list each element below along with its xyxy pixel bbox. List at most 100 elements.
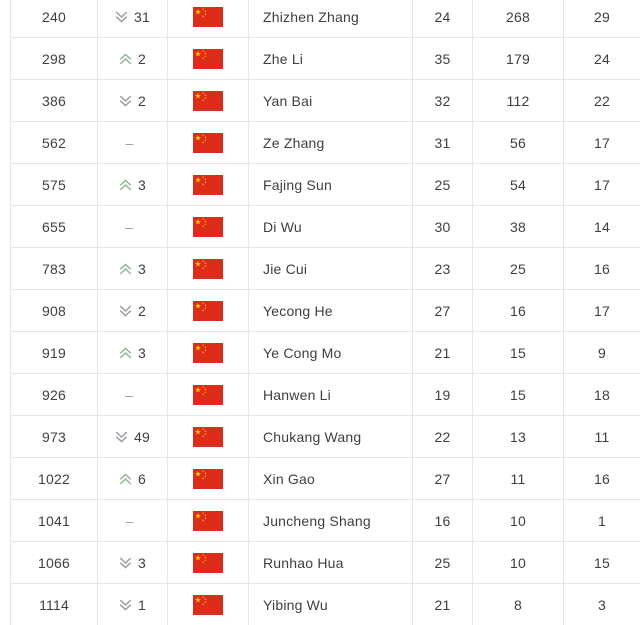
- country-flag-cell: [168, 80, 249, 121]
- player-name[interactable]: Ze Zhang: [263, 134, 325, 151]
- rank-down-icon: [119, 305, 132, 317]
- country-flag-cell: [168, 584, 249, 625]
- rank-cell: 298: [11, 38, 98, 79]
- no-change-dash: –: [125, 134, 134, 151]
- player-name[interactable]: Yecong He: [263, 302, 333, 319]
- player-name[interactable]: Zhe Li: [263, 50, 304, 67]
- country-flag-cell: [168, 374, 249, 415]
- age-value: 19: [434, 386, 451, 403]
- player-name[interactable]: Zhizhen Zhang: [263, 8, 359, 25]
- china-flag-icon: [193, 594, 223, 615]
- rank-change-value: 3: [138, 260, 146, 277]
- points-value: 10: [510, 512, 526, 529]
- player-name[interactable]: Juncheng Shang: [263, 512, 371, 529]
- rank-value: 926: [42, 386, 66, 403]
- tournaments-cell: 1: [564, 500, 640, 541]
- china-flag-icon: [193, 468, 223, 489]
- rank-cell: 1114: [11, 584, 98, 625]
- tournaments-cell: 16: [564, 248, 640, 289]
- rank-down-icon: [119, 95, 132, 107]
- player-name[interactable]: Fajing Sun: [263, 176, 332, 193]
- table-row: 562 – Ze Zhang: [11, 122, 640, 164]
- rank-value: 240: [42, 8, 66, 25]
- country-flag-cell: [168, 416, 249, 457]
- points-cell: 38: [473, 206, 564, 247]
- china-flag-icon: [193, 426, 223, 447]
- country-flag-cell: [168, 458, 249, 499]
- tournaments-value: 16: [594, 260, 610, 277]
- player-name-cell: Yan Bai: [249, 80, 413, 121]
- age-cell: 31: [413, 122, 473, 163]
- age-cell: 27: [413, 290, 473, 331]
- player-name[interactable]: Jie Cui: [263, 260, 308, 277]
- table-row: 919 – 3 Ye Cong Mo: [11, 332, 640, 374]
- player-name[interactable]: Hanwen Li: [263, 386, 331, 403]
- tournaments-value: 16: [594, 470, 610, 487]
- player-name-cell: Fajing Sun: [249, 164, 413, 205]
- points-value: 54: [510, 176, 526, 193]
- player-name[interactable]: Ye Cong Mo: [263, 344, 342, 361]
- rank-down-icon: [115, 11, 128, 23]
- player-name[interactable]: Runhao Hua: [263, 554, 344, 571]
- country-flag-cell: [168, 290, 249, 331]
- age-cell: 23: [413, 248, 473, 289]
- tournaments-cell: 18: [564, 374, 640, 415]
- points-cell: 10: [473, 542, 564, 583]
- rank-change-value: 3: [138, 176, 146, 193]
- rank-down-icon: [119, 557, 132, 569]
- points-cell: 15: [473, 332, 564, 373]
- age-value: 35: [434, 50, 451, 67]
- rank-value: 1041: [38, 512, 70, 529]
- age-value: 16: [434, 512, 451, 529]
- points-value: 11: [510, 470, 526, 487]
- china-flag-icon: [193, 90, 223, 111]
- points-cell: 56: [473, 122, 564, 163]
- no-change-dash: –: [125, 386, 134, 403]
- player-name[interactable]: Chukang Wang: [263, 428, 362, 445]
- points-cell: 8: [473, 584, 564, 625]
- rank-change-cell: – 3: [98, 164, 168, 205]
- tournaments-value: 14: [594, 218, 610, 235]
- player-name-cell: Juncheng Shang: [249, 500, 413, 541]
- table-row: 1041 – Juncheng Sha: [11, 500, 640, 542]
- age-value: 21: [434, 596, 451, 613]
- country-flag-cell: [168, 332, 249, 373]
- age-cell: 30: [413, 206, 473, 247]
- player-name[interactable]: Yibing Wu: [263, 596, 328, 613]
- rank-cell: 562: [11, 122, 98, 163]
- player-name-cell: Zhe Li: [249, 38, 413, 79]
- tournaments-value: 24: [594, 50, 610, 67]
- rank-value: 298: [42, 50, 66, 67]
- tournaments-cell: 22: [564, 80, 640, 121]
- player-name-cell: Runhao Hua: [249, 542, 413, 583]
- player-name[interactable]: Yan Bai: [263, 92, 313, 109]
- player-name-cell: Ye Cong Mo: [249, 332, 413, 373]
- table-row: 926 – Hanwen Li: [11, 374, 640, 416]
- points-cell: 25: [473, 248, 564, 289]
- points-cell: 11: [473, 458, 564, 499]
- age-cell: 27: [413, 458, 473, 499]
- rank-down-icon: [115, 431, 128, 443]
- rank-up-icon: [119, 472, 132, 484]
- rank-cell: 240: [11, 0, 98, 37]
- age-value: 25: [434, 554, 451, 571]
- no-change-dash: –: [125, 512, 134, 529]
- age-value: 27: [434, 470, 451, 487]
- rank-change-cell: –: [98, 206, 168, 247]
- rank-cell: 926: [11, 374, 98, 415]
- no-change-dash: –: [125, 218, 134, 235]
- tournaments-cell: 9: [564, 332, 640, 373]
- rank-change-cell: – 6: [98, 458, 168, 499]
- rank-change-value: 6: [138, 470, 146, 487]
- table-row: 1066 – 3 Runhao Hua: [11, 542, 640, 584]
- rank-value: 783: [42, 260, 66, 277]
- player-name[interactable]: Di Wu: [263, 218, 302, 235]
- china-flag-icon: [193, 342, 223, 363]
- tournaments-value: 17: [594, 134, 610, 151]
- points-value: 15: [510, 344, 526, 361]
- tournaments-cell: 17: [564, 290, 640, 331]
- age-cell: 35: [413, 38, 473, 79]
- player-name[interactable]: Xin Gao: [263, 470, 315, 487]
- tournaments-value: 3: [598, 596, 606, 613]
- age-value: 22: [434, 428, 451, 445]
